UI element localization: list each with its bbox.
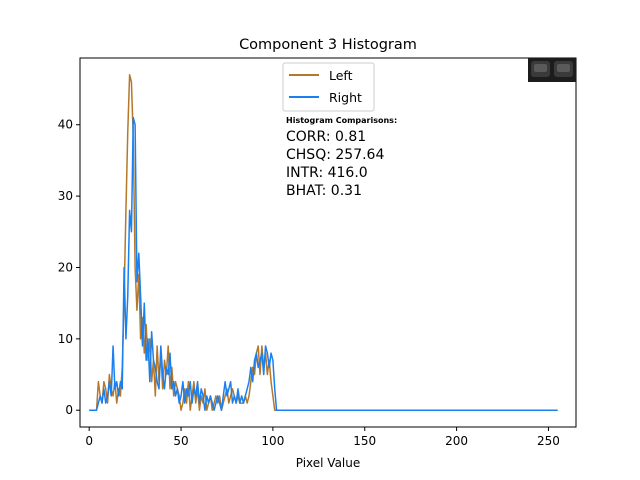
y-tick-label: 40 [58, 118, 73, 132]
legend-label-right: Right [329, 90, 362, 105]
x-axis-label: Pixel Value [296, 456, 361, 470]
y-tick-label: 0 [65, 403, 73, 417]
x-tick-label: 0 [85, 434, 93, 448]
y-axis-ticks: 0 10 20 30 40 [58, 118, 80, 417]
chsq-value: CHSQ: 257.64 [286, 147, 384, 163]
series-line-right [89, 116, 558, 411]
series-line-left [89, 74, 558, 411]
corr-value: CORR: 0.81 [286, 129, 366, 145]
intr-value: INTR: 416.0 [286, 165, 368, 181]
bhat-value: BHAT: 0.31 [286, 183, 362, 199]
x-tick-label: 50 [173, 434, 188, 448]
component-thumbnail-image [528, 58, 576, 82]
comparisons-heading: Histogram Comparisons: [286, 116, 397, 125]
y-tick-label: 30 [58, 189, 73, 203]
x-axis-ticks: 0 50 100 150 200 250 [85, 427, 560, 448]
x-tick-label: 250 [537, 434, 560, 448]
legend-label-left: Left [329, 68, 353, 83]
y-tick-label: 20 [58, 260, 73, 274]
legend: Left Right [282, 62, 375, 112]
comparison-annotations: Histogram Comparisons: CORR: 0.81 CHSQ: … [286, 116, 397, 199]
x-tick-label: 200 [445, 434, 468, 448]
chart-title: Component 3 Histogram [239, 37, 417, 53]
series-group [89, 74, 558, 411]
x-tick-label: 100 [261, 434, 284, 448]
x-tick-label: 150 [353, 434, 376, 448]
y-tick-label: 10 [58, 332, 73, 346]
plot-frame [79, 57, 577, 428]
